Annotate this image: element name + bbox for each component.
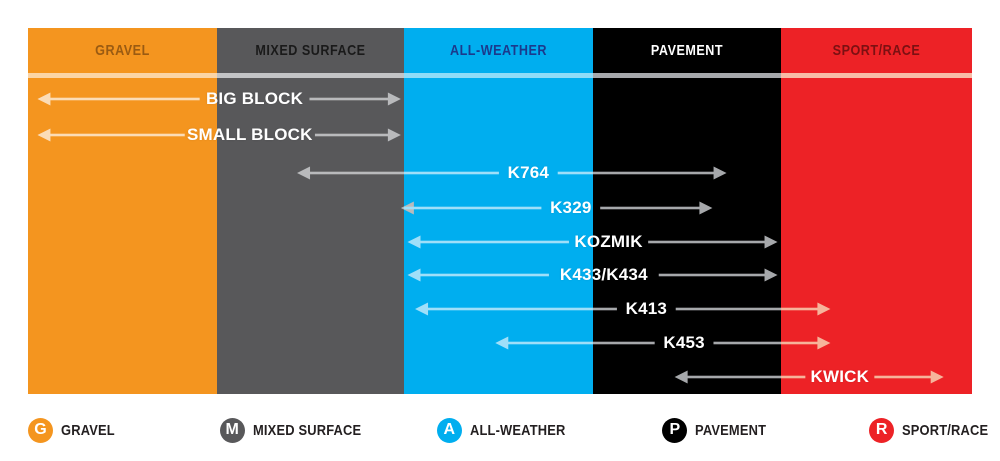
tire-rows: BIG BLOCK SMALL BLOCK K764 K329 KOZMIK K433/K… bbox=[28, 78, 972, 394]
column-header-mixed: MIXED SURFACE bbox=[255, 42, 366, 59]
tire-label: K433/K434 bbox=[559, 265, 648, 284]
column-header-pavement: PAVEMENT bbox=[650, 42, 724, 59]
tire-label: KOZMIK bbox=[574, 232, 643, 251]
legend-item-gravel: G GRAVEL bbox=[28, 412, 124, 448]
legend-label: GRAVEL bbox=[61, 421, 115, 439]
tire-row: K433/K434 bbox=[28, 258, 972, 292]
divider-segment-gravel bbox=[28, 73, 217, 78]
range-arrow bbox=[28, 118, 972, 152]
surface-column-allw bbox=[403, 28, 593, 394]
surface-column-pavement bbox=[592, 28, 781, 394]
tire-label: SMALL BLOCK bbox=[187, 125, 313, 144]
column-header-sport: SPORT/RACE bbox=[832, 42, 921, 59]
range-arrow bbox=[28, 82, 972, 116]
legend-label: MIXED SURFACE bbox=[252, 421, 361, 439]
legend-badge-icon: R bbox=[869, 417, 895, 443]
range-arrow bbox=[28, 292, 972, 326]
tire-label: K453 bbox=[663, 333, 705, 352]
range-arrow bbox=[28, 156, 972, 190]
divider-segment-pavement bbox=[592, 73, 781, 78]
range-arrow bbox=[28, 225, 972, 259]
tire-label: K413 bbox=[625, 299, 668, 318]
legend-badge-icon: G bbox=[28, 417, 53, 443]
legend-label: PAVEMENT bbox=[695, 421, 767, 439]
tire-row: K329 bbox=[28, 191, 972, 225]
divider-segment-sport bbox=[781, 73, 972, 78]
column-header-gravel: GRAVEL bbox=[95, 42, 150, 59]
tire-row: K764 bbox=[28, 156, 972, 190]
surface-column-gravel bbox=[28, 28, 217, 394]
legend-label: SPORT/RACE bbox=[902, 421, 989, 439]
tire-label: BIG BLOCK bbox=[205, 89, 304, 108]
legend-item-all-weather: A ALL-WEATHER bbox=[436, 412, 581, 448]
legend-label: ALL-WEATHER bbox=[469, 421, 566, 439]
divider-segment-mixed bbox=[216, 73, 404, 78]
tire-row: SMALL BLOCK bbox=[28, 118, 972, 152]
legend-item-sport-race: R SPORT/RACE bbox=[869, 412, 1000, 448]
tire-row: BIG BLOCK bbox=[28, 82, 972, 116]
tire-label: K764 bbox=[507, 163, 550, 182]
tire-label: KWICK bbox=[810, 367, 870, 386]
chart-body: GRAVEL MIXED SURFACE ALL-WEATHER PAVEMENT SP… bbox=[28, 28, 972, 394]
surface-column-mixed bbox=[216, 28, 404, 394]
legend-badge-icon: P bbox=[662, 417, 688, 443]
surface-columns bbox=[28, 28, 972, 394]
legend-badge-icon: M bbox=[219, 417, 245, 443]
header-divider bbox=[28, 73, 972, 78]
tire-row: KWICK bbox=[28, 360, 972, 394]
divider-segment-allw bbox=[403, 73, 593, 78]
surface-column-sport bbox=[781, 28, 972, 394]
range-arrow bbox=[28, 360, 972, 394]
tire-row: KOZMIK bbox=[28, 225, 972, 259]
legend-item-pavement: P PAVEMENT bbox=[662, 412, 778, 448]
range-arrow bbox=[28, 191, 972, 225]
column-header-allw: ALL-WEATHER bbox=[449, 42, 547, 59]
surface-legend: G GRAVEL M MIXED SURFACE A ALL-WEATHER P PAVEME… bbox=[28, 412, 988, 448]
column-headers: GRAVEL MIXED SURFACE ALL-WEATHER PAVEMENT SP… bbox=[28, 28, 972, 73]
tire-row: K413 bbox=[28, 292, 972, 326]
legend-item-mixed-surface: M MIXED SURFACE bbox=[219, 412, 379, 448]
range-arrow bbox=[28, 258, 972, 292]
tire-label: K329 bbox=[550, 198, 592, 217]
legend-badge-icon: A bbox=[436, 417, 462, 443]
range-arrow bbox=[28, 326, 972, 360]
tire-row: K453 bbox=[28, 326, 972, 360]
